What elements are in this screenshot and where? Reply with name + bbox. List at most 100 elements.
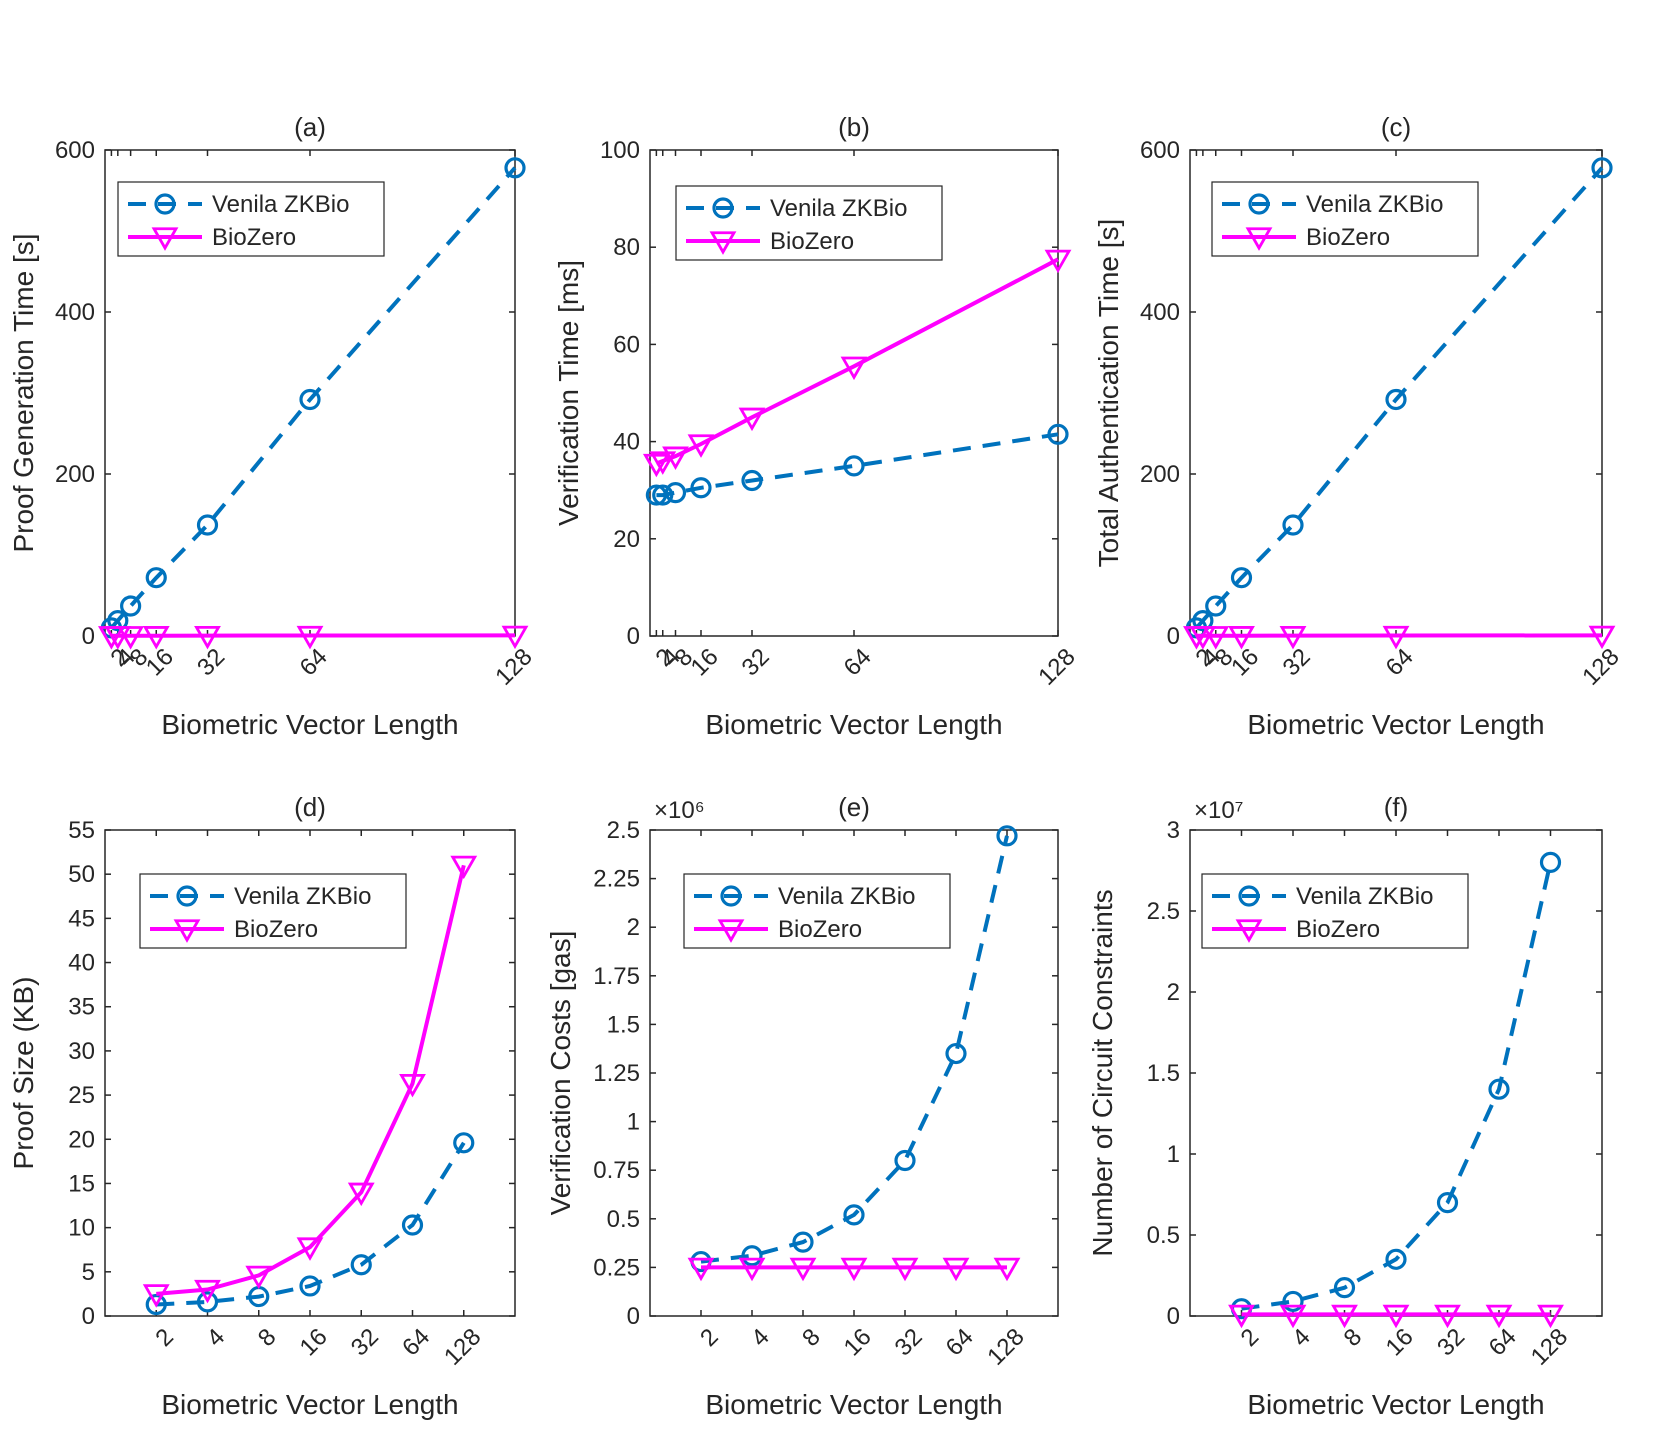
legend-marker-biozero — [709, 231, 737, 255]
legend-marker-biozero — [717, 919, 745, 943]
data-point — [1333, 1277, 1356, 1299]
legend-marker-venila — [176, 885, 198, 907]
data-point — [350, 1254, 372, 1276]
series-biozero — [97, 625, 529, 650]
y-tick-label: 0.25 — [593, 1254, 640, 1281]
data-point — [1228, 626, 1255, 650]
data-point — [642, 453, 670, 478]
data-point — [662, 446, 689, 471]
y-axis-label: Proof Generation Time [s] — [8, 233, 39, 552]
legend-marker-biozero — [1245, 227, 1273, 251]
data-point — [649, 451, 677, 475]
x-axis-label: Biometric Vector Length — [1247, 1389, 1544, 1420]
data-point — [840, 356, 868, 381]
x-tick-label: 64 — [839, 643, 877, 681]
x-tick-label: 128 — [1526, 1323, 1573, 1370]
data-point — [1279, 625, 1307, 650]
data-point — [687, 434, 715, 458]
panel-d: 0 5 10 15 20 25 30 35 40 45 50 55 2 4 8 16 32 64 128 (d) Bio… — [8, 792, 516, 1420]
data-point — [296, 625, 324, 650]
x-axis-label: Biometric Vector Length — [161, 709, 458, 740]
x-axis-label: Biometric Vector Length — [1247, 709, 1544, 740]
y-tick-label: 1.5 — [1147, 1060, 1180, 1087]
data-point — [1230, 567, 1253, 589]
x-tick-label: 16 — [1226, 643, 1264, 681]
y-exponent: ×10⁶ — [654, 797, 705, 824]
panel-f: 00.511.522.532 4 8 16 32 64 128(f)×10⁷Biometri… — [1087, 792, 1603, 1420]
y-tick-label: 35 — [68, 994, 95, 1021]
series-venila-zkbio — [1185, 157, 1613, 639]
y-tick-label: 0 — [627, 623, 640, 650]
x-tick-label: 64 — [1381, 643, 1419, 681]
y-axis-label: Number of Circuit Constraints — [1087, 889, 1118, 1256]
data-point — [840, 1257, 868, 1282]
series-line — [156, 1141, 466, 1307]
data-point — [1537, 1304, 1564, 1329]
legend-label-venila: Venila ZKBio — [234, 883, 371, 910]
x-tick-label: 32 — [1432, 1323, 1470, 1361]
y-tick-label: 0 — [627, 1303, 640, 1330]
x-tick-label: 16 — [686, 643, 724, 681]
data-point — [501, 625, 529, 650]
x-tick-label: 64 — [295, 643, 333, 681]
x-tick-label: 16 — [839, 1323, 877, 1361]
x-tick-label: 8 — [253, 1323, 282, 1352]
y-tick-label: 20 — [613, 526, 640, 553]
data-point — [690, 477, 712, 499]
y-tick-label: 2.25 — [593, 866, 640, 893]
data-point — [1279, 1304, 1307, 1329]
y-tick-label: 100 — [600, 137, 640, 164]
data-point — [738, 1257, 766, 1282]
data-point — [1192, 610, 1214, 632]
y-tick-label: 5 — [82, 1259, 95, 1286]
series-venila-zkbio — [645, 423, 1069, 506]
x-tick-label: 32 — [346, 1323, 384, 1361]
y-tick-label: 400 — [55, 299, 95, 326]
y-tick-label: 20 — [68, 1126, 95, 1153]
x-tick-label: 128 — [1033, 643, 1080, 690]
y-tick-label: 2.5 — [1147, 898, 1180, 925]
x-tick-label: 16 — [1381, 1323, 1419, 1361]
x-axis-label: Biometric Vector Length — [705, 1389, 1002, 1420]
x-tick-label: 2 — [150, 1323, 179, 1352]
data-point — [945, 1042, 967, 1065]
y-tick-label: 600 — [55, 137, 95, 164]
data-point — [1205, 595, 1227, 617]
legend-label-venila: Venila ZKBio — [1306, 191, 1443, 218]
y-tick-label: 0.5 — [1147, 1222, 1180, 1249]
x-axis-label: Biometric Vector Length — [161, 1389, 458, 1420]
legend-label-biozero: BioZero — [234, 916, 318, 943]
y-tick-label: 80 — [613, 234, 640, 261]
x-tick-label: 16 — [295, 1323, 333, 1361]
y-tick-label: 0.75 — [593, 1157, 640, 1184]
data-point — [843, 455, 865, 477]
legend-label-biozero: BioZero — [1306, 224, 1390, 251]
data-point — [107, 610, 129, 632]
legend: Venila ZKBio BioZero — [1211, 181, 1479, 257]
series-biozero — [1228, 1304, 1564, 1329]
data-point — [1385, 1248, 1407, 1270]
legend-marker-biozero — [173, 919, 201, 943]
x-tick-label: 32 — [192, 643, 230, 681]
y-tick-label: 0.5 — [607, 1206, 640, 1233]
data-point — [142, 1284, 170, 1308]
series-biozero — [142, 855, 478, 1308]
y-tick-label: 0 — [1167, 1303, 1180, 1330]
data-point — [894, 1149, 916, 1172]
legend-label-venila: Venila ZKBio — [770, 195, 907, 222]
data-point — [741, 469, 763, 492]
legend-label-biozero: BioZero — [1296, 916, 1380, 943]
data-point — [664, 482, 687, 504]
data-point — [1485, 1304, 1513, 1329]
data-point — [996, 825, 1018, 847]
x-tick-label: 2 — [695, 1323, 724, 1352]
data-point — [1382, 625, 1410, 650]
series-biozero — [1183, 625, 1616, 650]
y-tick-label: 45 — [68, 905, 95, 932]
series-biozero — [642, 249, 1072, 478]
